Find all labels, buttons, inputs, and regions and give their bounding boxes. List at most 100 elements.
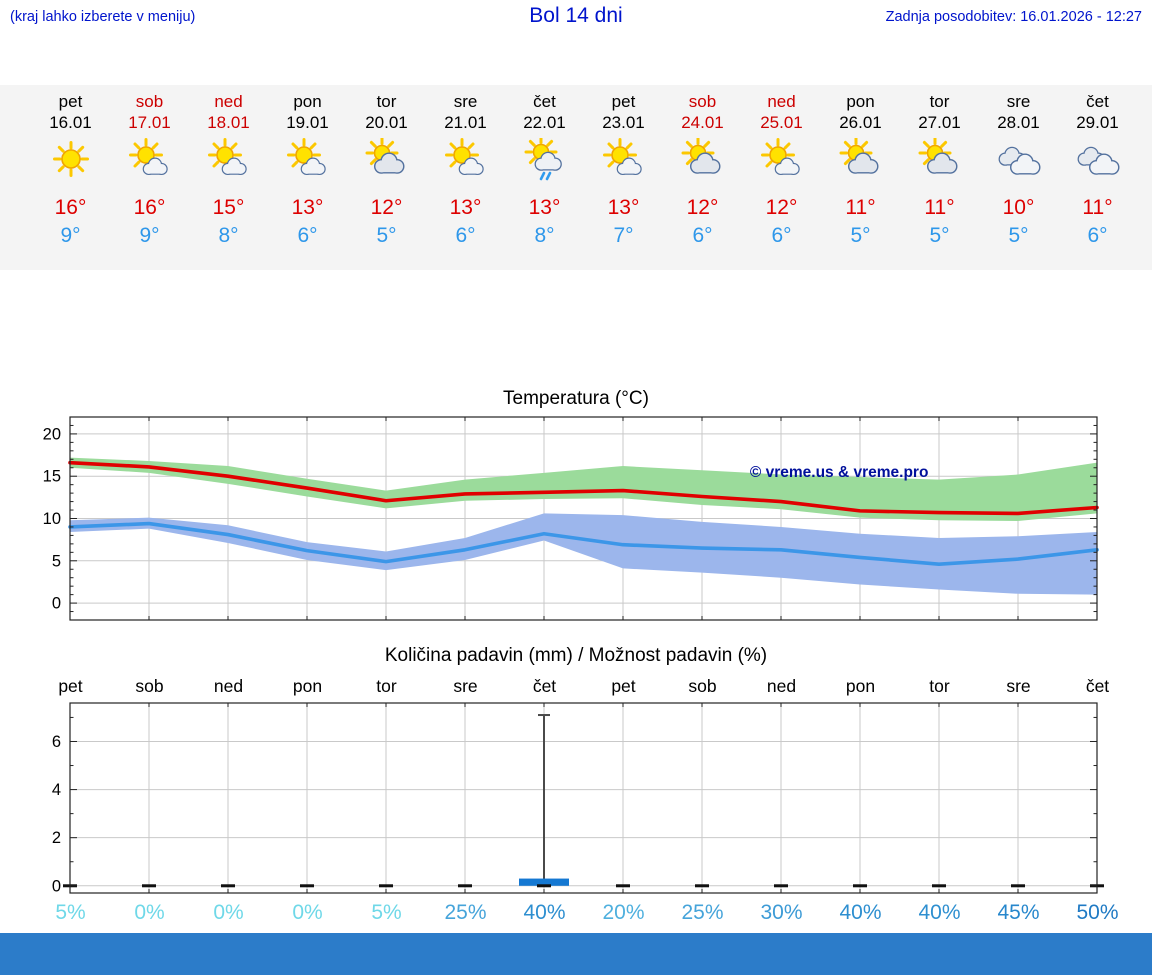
cloud-icon: [142, 157, 168, 176]
cloudy-icon: [1058, 135, 1137, 187]
day-min-temp: 5°: [376, 224, 397, 247]
day-max-temp: 12°: [765, 196, 798, 219]
day-min-temp: 6°: [455, 224, 476, 247]
precip-day-label: pon: [292, 676, 323, 696]
forecast-strip: pet 16.01 16° 9° sob 17.01 16° 9° ned 18.01 15° 8° p…: [0, 85, 1152, 270]
cloud-icon: [458, 157, 484, 176]
partly-cloudy-icon: [900, 135, 979, 187]
cloud-icon: [616, 157, 642, 176]
precipitation-chart-title: Količina padavin (mm) / Možnost padavin …: [384, 645, 768, 666]
day-name: tor: [376, 92, 397, 111]
day-date: 28.01: [997, 113, 1040, 132]
cloud-icon: [221, 157, 247, 176]
day-name: pet: [58, 92, 83, 111]
day-max-temp: 12°: [686, 196, 719, 219]
svg-text:6: 6: [52, 733, 61, 751]
day-date: 20.01: [365, 113, 408, 132]
cloud-icon: [689, 152, 720, 174]
day-min-temp: 7°: [613, 224, 634, 247]
cloud-icon: [1077, 146, 1105, 166]
day-max-temp: 10°: [1002, 196, 1035, 219]
day-date: 19.01: [286, 113, 329, 132]
day-name: pon: [293, 92, 322, 111]
svg-text:10: 10: [43, 510, 61, 528]
precip-percent: 5%: [55, 901, 86, 924]
day-min-temp: 6°: [692, 224, 713, 247]
precip-day-label: čet: [1085, 676, 1110, 696]
partly-cloudy-icon: [347, 135, 426, 187]
min-range-band: [70, 513, 1097, 595]
sunny-icon: [31, 135, 110, 187]
forecast-day: čet 22.01 13° 8°: [505, 85, 584, 270]
day-date: 25.01: [760, 113, 803, 132]
svg-text:4: 4: [52, 781, 61, 799]
precip-percent: 40%: [839, 901, 882, 924]
partly-sunny-icon: [742, 135, 821, 187]
day-date: 23.01: [602, 113, 645, 132]
cloudy-icon: [979, 135, 1058, 187]
temperature-chart: 0 5 10 15 20 © vreme.us & vreme.pro: [43, 416, 1099, 621]
day-min-temp: 8°: [534, 224, 555, 247]
partly-sunny-icon: [110, 135, 189, 187]
day-min-temp: 6°: [297, 224, 318, 247]
day-date: 29.01: [1076, 113, 1119, 132]
day-max-temp: 13°: [291, 196, 324, 219]
day-name: ned: [214, 92, 243, 111]
precip-day-labels: pet sob ned pon tor sre čet pet sob ned pon tor sre č…: [0, 676, 1152, 697]
partly-sunny-icon: [426, 135, 505, 187]
day-name: tor: [929, 92, 950, 111]
partly-sunny-icon: [268, 135, 347, 187]
day-max-temp: 11°: [845, 196, 876, 219]
day-min-temp: 8°: [218, 224, 239, 247]
cloud-icon: [300, 157, 326, 176]
forecast-day: sob 24.01 12° 6°: [663, 85, 742, 270]
day-max-temp: 13°: [607, 196, 640, 219]
day-max-temp: 11°: [924, 196, 955, 219]
svg-text:0: 0: [52, 877, 61, 895]
day-max-temp: 15°: [212, 196, 245, 219]
day-name: pet: [611, 92, 636, 111]
day-max-temp: 11°: [1082, 196, 1113, 219]
forecast-day: sre 21.01 13° 6°: [426, 85, 505, 270]
precip-day-label: ned: [766, 676, 797, 696]
forecast-day: tor 27.01 11° 5°: [900, 85, 979, 270]
precip-percent: 5%: [371, 901, 402, 924]
precip-day-label: čet: [532, 676, 557, 696]
day-date: 24.01: [681, 113, 724, 132]
cloud-icon: [1009, 153, 1040, 175]
day-max-temp: 13°: [449, 196, 482, 219]
forecast-day: pon 26.01 11° 5°: [821, 85, 900, 270]
precip-percent: 0%: [292, 901, 323, 924]
day-date: 16.01: [49, 113, 92, 132]
day-min-temp: 9°: [139, 224, 160, 247]
forecast-day: ned 18.01 15° 8°: [189, 85, 268, 270]
day-min-temp: 6°: [1087, 224, 1108, 247]
svg-text:20: 20: [43, 425, 61, 443]
precip-day-label: sob: [688, 676, 717, 696]
precip-bar: [519, 878, 569, 886]
menu-hint: (kraj lahko izberete v meniju): [10, 9, 196, 25]
sun-shower-icon: [505, 135, 584, 187]
svg-text:15: 15: [43, 468, 61, 486]
day-name: čet: [1086, 92, 1109, 111]
precip-day-label: tor: [929, 676, 950, 696]
forecast-day: ned 25.01 12° 6°: [742, 85, 821, 270]
forecast-day: tor 20.01 12° 5°: [347, 85, 426, 270]
forecast-day: pon 19.01 13° 6°: [268, 85, 347, 270]
day-max-temp: 12°: [370, 196, 403, 219]
day-name: sre: [1006, 92, 1031, 111]
precip-day-label: sob: [135, 676, 164, 696]
precip-percent: 25%: [681, 901, 724, 924]
precip-percent: 45%: [997, 901, 1040, 924]
precip-day-label: tor: [376, 676, 397, 696]
temperature-chart-title: Temperatura (°C): [503, 388, 649, 409]
day-min-temp: 6°: [771, 224, 792, 247]
precip-percent: 25%: [444, 901, 487, 924]
day-min-temp: 5°: [850, 224, 871, 247]
chart-watermark: © vreme.us & vreme.pro: [750, 464, 929, 481]
precipitation-chart: 0 2 4 6: [52, 702, 1104, 895]
precip-percent: 50%: [1076, 901, 1119, 924]
cloud-icon: [847, 152, 878, 174]
day-min-temp: 5°: [929, 224, 950, 247]
